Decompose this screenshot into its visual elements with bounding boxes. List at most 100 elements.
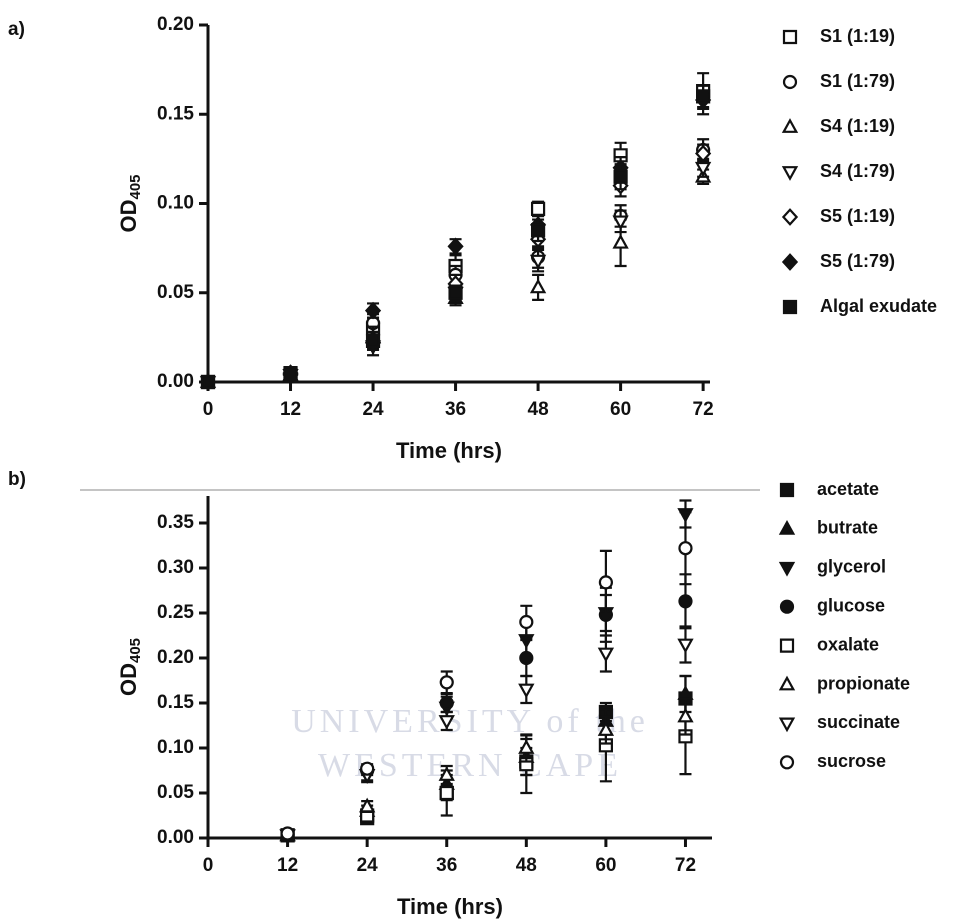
watermark: UNIVERSITY of the [291, 703, 649, 740]
y-axis-title-sub: 405 [127, 174, 144, 199]
marker [598, 738, 613, 753]
x-tick-label: 60 [595, 855, 616, 876]
y-tick-label: 0.30 [157, 557, 194, 578]
marker [365, 333, 381, 349]
legend-marker [779, 599, 795, 614]
x-tick-label: 24 [362, 399, 384, 420]
marker [678, 594, 693, 609]
y-axis-title: OD405 [116, 174, 144, 232]
legend-label: acetate [817, 479, 879, 499]
legend-marker [782, 299, 798, 315]
marker [358, 797, 376, 813]
legend-marker [778, 520, 796, 535]
marker [518, 683, 535, 699]
y-tick-label: 0.05 [157, 782, 194, 803]
marker [519, 614, 534, 630]
marker [200, 374, 216, 390]
legend-label: S5 (1:19) [820, 206, 895, 226]
marker [529, 278, 547, 294]
y-tick-label: 0.15 [157, 103, 194, 124]
marker [695, 144, 712, 163]
marker [439, 695, 454, 711]
x-tick-label: 12 [280, 399, 301, 420]
marker [678, 541, 693, 556]
x-tick-label: 0 [203, 855, 214, 876]
legend-label: oxalate [817, 634, 879, 654]
legend-marker [778, 717, 796, 733]
legend-marker [782, 74, 798, 90]
legend-marker [781, 118, 799, 133]
marker [529, 254, 547, 270]
x-tick-label: 36 [445, 399, 466, 420]
y-tick-label: 0.00 [157, 371, 194, 392]
marker [677, 638, 694, 654]
legend-marker [779, 482, 795, 498]
y-tick-label: 0.25 [157, 602, 194, 623]
legend-label: Algal exudate [820, 296, 937, 316]
marker [519, 650, 534, 666]
legend-marker [779, 638, 795, 653]
marker [439, 675, 454, 690]
legend-label: propionate [817, 673, 910, 693]
x-tick-label: 48 [528, 399, 549, 420]
panel-label: a) [8, 19, 25, 40]
legend-label: S4 (1:79) [820, 161, 895, 181]
x-tick-label: 72 [693, 399, 714, 420]
marker [280, 826, 295, 841]
marker [283, 365, 298, 381]
y-tick-label: 0.20 [157, 647, 194, 668]
x-axis-title: Time (hrs) [396, 438, 502, 463]
legend-label: S1 (1:79) [820, 71, 895, 91]
marker [678, 729, 693, 744]
marker [597, 647, 615, 663]
legend-label: butrate [817, 518, 878, 538]
legend-label: sucrose [817, 751, 886, 771]
legend-label: S4 (1:19) [820, 116, 895, 136]
x-tick-label: 0 [203, 399, 214, 420]
y-tick-label: 0.00 [157, 827, 194, 848]
legend-label: glucose [817, 595, 885, 615]
y-tick-label: 0.20 [157, 14, 194, 35]
x-tick-label: 60 [610, 399, 631, 420]
y-axis-title-main: OD [116, 663, 141, 696]
marker [598, 575, 613, 590]
x-tick-label: 36 [436, 855, 457, 876]
marker [518, 739, 535, 754]
marker [597, 721, 615, 736]
marker [439, 785, 454, 801]
legend-label: S5 (1:79) [820, 251, 895, 271]
y-axis-title-sub: 405 [127, 638, 144, 663]
legend-label: glycerol [817, 557, 886, 577]
marker [438, 715, 455, 730]
y-tick-label: 0.10 [157, 193, 194, 214]
legend-label: S1 (1:19) [820, 26, 895, 46]
marker [447, 237, 464, 256]
x-tick-label: 72 [675, 855, 696, 876]
y-tick-label: 0.10 [157, 737, 194, 758]
marker [438, 766, 455, 781]
marker [677, 707, 694, 723]
legend-marker [781, 253, 799, 271]
y-tick-label: 0.05 [157, 282, 194, 303]
marker [360, 761, 375, 776]
marker [613, 169, 628, 184]
marker [612, 215, 629, 231]
x-tick-label: 12 [277, 855, 298, 876]
panel-label: b) [8, 469, 26, 490]
y-tick-label: 0.15 [157, 692, 194, 713]
y-axis-title: OD405 [116, 638, 144, 696]
legend-marker [779, 755, 795, 770]
x-tick-label: 24 [357, 855, 379, 876]
legend-marker [782, 29, 798, 45]
marker [612, 233, 629, 249]
legend-label: succinate [817, 712, 900, 732]
legend-marker [781, 208, 799, 226]
marker [530, 223, 546, 238]
legend-marker [778, 561, 796, 577]
marker [696, 89, 711, 104]
marker [448, 285, 463, 300]
marker [364, 301, 382, 320]
y-tick-label: 0.35 [157, 512, 194, 533]
x-tick-label: 48 [516, 855, 537, 876]
